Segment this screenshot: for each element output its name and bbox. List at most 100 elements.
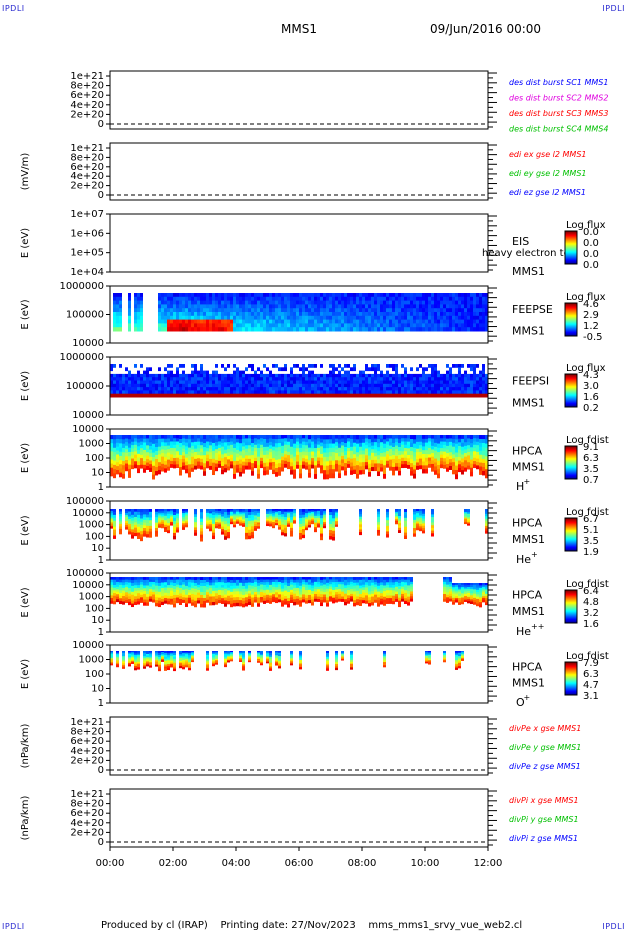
y-tick-label-des: 1e+21 <box>70 71 104 82</box>
x-tick-label: 02:00 <box>159 858 188 869</box>
corner-label-tl: IPDLI <box>2 4 25 13</box>
spectrogram-hpca_hepp <box>110 577 488 608</box>
panel-feepsi: 1000000 100000 10000 E (eV) FEEPSI MMS1 Log fl… <box>20 352 606 421</box>
mission-label-hpca_hepp: MMS1 <box>512 605 545 618</box>
colorbar-title-hpca_hepp: Log fdist <box>566 579 609 590</box>
instrument-label-hpca_o: HPCA <box>512 660 543 673</box>
y-axis-label-eis: E (eV) <box>20 228 31 258</box>
plot-frame-edi <box>109 142 489 201</box>
spectrogram-feepse <box>113 293 488 332</box>
colorbar-tick-hpca_o: 3.1 <box>583 691 599 702</box>
y-tick-label-divpe: 4e+20 <box>70 746 104 757</box>
y-tick-label-feepsi: 1000000 <box>59 352 104 363</box>
legend-entry-divpi: divPi y gse MMS1 <box>509 815 579 824</box>
y-tick-label-hpca_hepp: 1000 <box>79 592 104 603</box>
colorbar-tick-hpca_hepp: 1.6 <box>583 619 599 630</box>
y-tick-label-des: 0 <box>98 119 104 130</box>
legend-entry-des: des dist burst SC2 MMS2 <box>509 94 608 103</box>
legend-entry-des: des dist burst SC4 MMS4 <box>509 125 608 134</box>
colorbar-tick-feepse: -0.5 <box>583 332 603 343</box>
instrument-label-feepse: FEEPSE <box>512 303 553 316</box>
colorbar-tick-hpca_he: 6.7 <box>583 514 599 525</box>
y-tick-label-hpca_o: 10 <box>91 684 104 695</box>
colorbar-tick-hpca_hepp: 6.4 <box>583 586 599 597</box>
y-tick-label-hpca_o: 10000 <box>72 640 104 651</box>
species-charge-hpca_h: + <box>524 477 531 486</box>
legend-entry-edi: edi ey gse l2 MMS1 <box>509 169 587 178</box>
y-tick-label-des: 8e+20 <box>70 81 104 92</box>
y-tick-label-hpca_he: 1 <box>98 555 104 566</box>
y-tick-label-feepsi: 100000 <box>66 381 104 392</box>
colorbar-tick-feepsi: 0.2 <box>583 403 599 414</box>
y-tick-label-hpca_hepp: 100000 <box>66 568 104 579</box>
panel-eis: 1e+07 1e+06 1e+05 1e+04 E (eV) EIS MMS1 heavy e… <box>20 209 606 278</box>
colorbar-tick-hpca_hepp: 3.2 <box>583 608 599 619</box>
colorbar-tick-eis: 0.0 <box>583 227 599 238</box>
colorbar-feepsi <box>564 373 578 408</box>
mission-label-feepsi: MMS1 <box>512 396 545 409</box>
species-label-hpca_he: He <box>516 553 531 566</box>
plot-frame-des <box>109 70 489 130</box>
x-tick-label: 06:00 <box>285 858 314 869</box>
y-tick-label-des: 6e+20 <box>70 90 104 101</box>
legend-entry-divpe: divPe z gse MMS1 <box>509 762 581 771</box>
colorbar-tick-hpca_he: 1.9 <box>583 547 599 558</box>
y-tick-label-feepse: 1000000 <box>59 281 104 292</box>
plot-frame-divpi <box>109 788 489 848</box>
colorbar-feepse <box>564 302 578 337</box>
colorbar-tick-hpca_o: 7.9 <box>583 658 599 669</box>
colorbar-tick-hpca_h: 6.3 <box>583 453 599 464</box>
colorbar-title-eis: Log flux <box>566 220 606 231</box>
y-tick-label-divpe: 6e+20 <box>70 736 104 747</box>
species-charge-hpca_o: + <box>524 693 531 702</box>
instrument-label-hpca_he: HPCA <box>512 517 543 530</box>
colorbar-eis <box>564 230 578 265</box>
mission-label-hpca_o: MMS1 <box>512 676 545 689</box>
y-tick-label-hpca_o: 1 <box>98 698 104 709</box>
colorbar-tick-eis: 0.0 <box>583 260 599 271</box>
y-axis-label-divpi: (nPa/km) <box>20 796 31 841</box>
y-axis-label-hpca_he: E (eV) <box>20 515 31 545</box>
corner-label-tr: IPDLI <box>602 4 625 13</box>
colorbar-hpca_he <box>564 517 578 552</box>
y-tick-label-hpca_hepp: 1 <box>98 627 104 638</box>
colorbar-tick-feepse: 4.6 <box>583 299 599 310</box>
y-tick-label-hpca_he: 10000 <box>72 508 104 519</box>
y-axis-label-feepse: E (eV) <box>20 299 31 329</box>
colorbar-tick-hpca_h: 3.5 <box>583 464 599 475</box>
legend-entry-divpi: divPi z gse MMS1 <box>509 834 578 843</box>
y-tick-label-divpi: 1e+21 <box>70 789 104 800</box>
colorbar-tick-hpca_he: 3.5 <box>583 536 599 547</box>
legend-entry-edi: edi ex gse l2 MMS1 <box>509 150 587 159</box>
corner-label-br: IPDLI <box>602 922 625 931</box>
colorbar-tick-hpca_h: 0.7 <box>583 475 599 486</box>
y-tick-label-eis: 1e+04 <box>70 267 104 278</box>
colorbar-tick-hpca_o: 6.3 <box>583 669 599 680</box>
colorbar-hpca_h <box>564 445 578 480</box>
spectrogram-hpca_h <box>110 435 488 480</box>
mission-label-eis: MMS1 <box>512 265 545 278</box>
corner-label-bl: IPDLI <box>2 922 25 931</box>
colorbar-tick-eis: 0.0 <box>583 249 599 260</box>
y-tick-label-hpca_h: 100 <box>85 453 104 464</box>
species-label-hpca_h: H <box>516 480 524 493</box>
colorbar-tick-hpca_o: 4.7 <box>583 680 599 691</box>
colorbar-tick-hpca_he: 5.1 <box>583 525 599 536</box>
y-tick-label-edi: 2e+20 <box>70 181 104 192</box>
y-tick-label-hpca_hepp: 10 <box>91 615 104 626</box>
species-label-hpca_o: O <box>516 696 525 709</box>
y-tick-label-divpi: 6e+20 <box>70 808 104 819</box>
y-tick-label-divpi: 8e+20 <box>70 799 104 810</box>
panel-hpca_o: 10000 1000 100 10 1 E (eV) HPCA MMS1 O+ Log fdist… <box>20 640 609 709</box>
colorbar-tick-feepse: 2.9 <box>583 310 599 321</box>
legend-entry-des: des dist burst SC3 MMS3 <box>509 109 608 118</box>
instrument-label-feepsi: FEEPSI <box>512 374 549 387</box>
legend-entry-divpi: divPi x gse MMS1 <box>509 796 579 805</box>
panel-hpca_h: 10000 1000 100 10 1 E (eV) HPCA MMS1 H + Log fdist… <box>20 424 609 493</box>
colorbar-hpca_o <box>564 661 578 696</box>
y-axis-label-feepsi: E (eV) <box>20 371 31 401</box>
y-tick-label-feepse: 10000 <box>72 338 104 349</box>
y-tick-label-des: 4e+20 <box>70 100 104 111</box>
